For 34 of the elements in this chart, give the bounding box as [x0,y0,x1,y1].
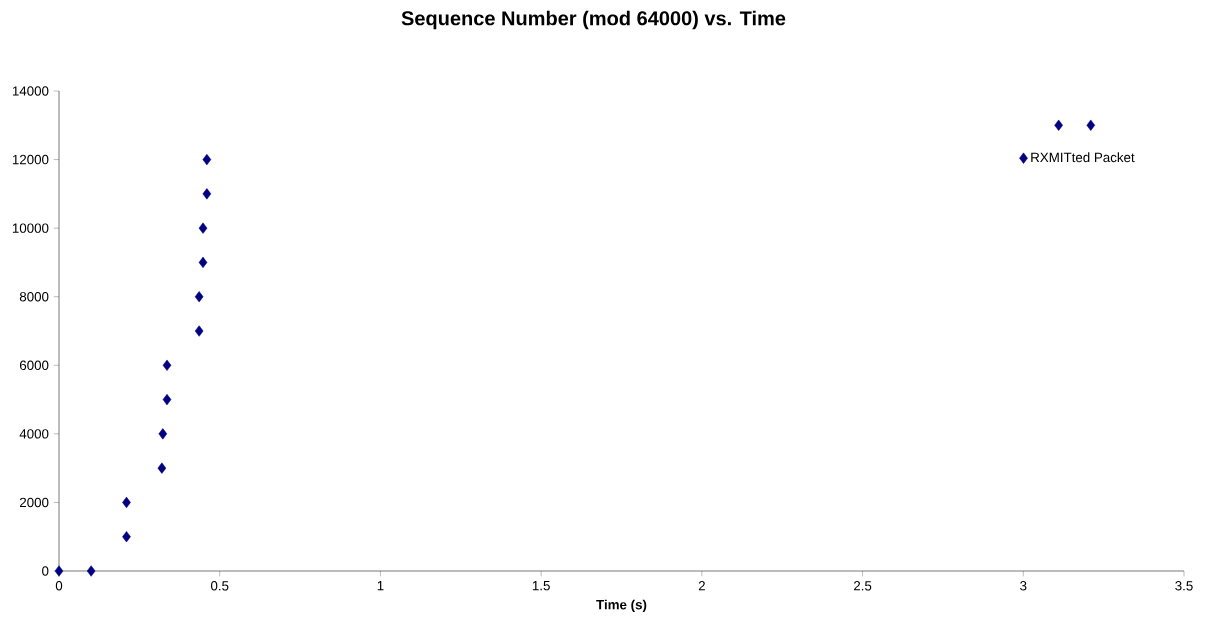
x-tick-label: 1 [377,581,384,591]
x-tick-label: 3.5 [1175,581,1193,591]
point [162,393,172,406]
point [157,462,167,474]
y-tick-label: 8000 [19,292,49,302]
point [198,256,208,269]
y-tick-label: 6000 [19,360,49,370]
y-tick-label: 2000 [19,497,49,508]
y-tick-label: 0 [42,566,49,576]
y-tick-label: 12000 [12,154,49,165]
chart-title: Sequence Number (mod 64000) vs. Time [401,10,786,30]
point [122,531,131,543]
point [202,153,212,166]
point [194,291,204,303]
x-tick-label: 1.5 [532,581,550,591]
point [162,359,172,371]
x-tick-label: 0 [55,581,63,591]
x-tick-label: 2 [698,581,705,591]
x-tick-label: 0.5 [210,581,229,591]
point [198,222,208,234]
point [194,325,204,337]
point [202,188,212,200]
legend-label: RXMITted Packet [1031,152,1135,163]
y-tick-label: 4000 [19,429,49,439]
point [158,428,168,440]
y-tick-label: 14000 [12,86,49,96]
point [1086,119,1096,131]
y-tick-label: 10000 [12,223,49,233]
point [1054,119,1063,131]
point [86,565,96,577]
x-tick-label: 2.5 [853,581,872,591]
point [54,565,64,577]
x-axis-title: Time (s) [596,599,647,613]
x-tick-label: 3 [1020,581,1027,591]
